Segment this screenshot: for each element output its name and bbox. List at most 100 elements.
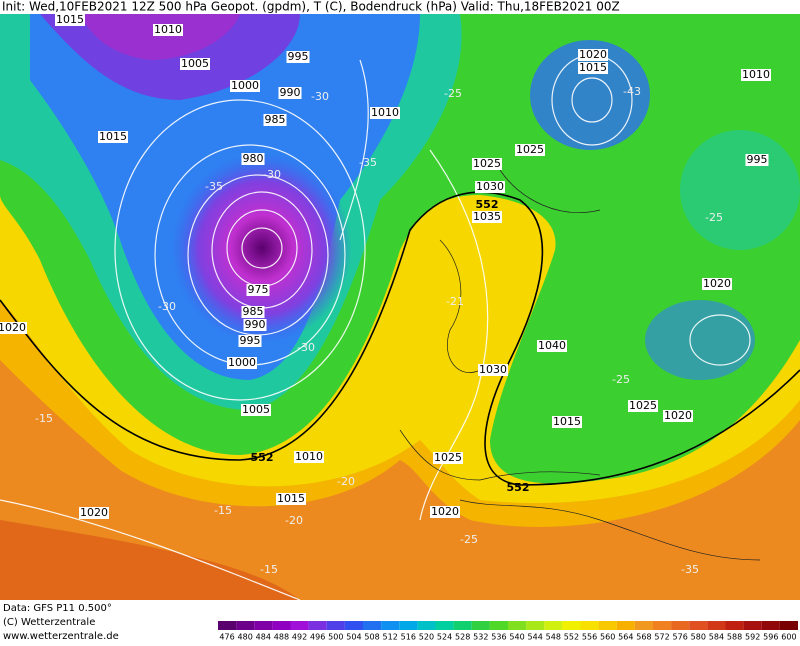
pressure-label: 1015 — [56, 13, 84, 26]
label-box — [243, 319, 267, 331]
label-box — [472, 158, 502, 170]
colorbar-swatch — [399, 621, 418, 630]
temperature-label: -20 — [337, 475, 355, 488]
temperature-label: -43 — [623, 85, 641, 98]
colorbar-swatch — [489, 621, 508, 630]
footer-copyright: (C) Wetterzentrale — [3, 617, 95, 628]
pressure-label: 1020 — [703, 277, 731, 290]
geopotential-label: 552 — [251, 451, 274, 464]
colorbar-label: 540 — [509, 633, 524, 642]
temperature-label: -25 — [444, 87, 462, 100]
label-box — [230, 80, 260, 92]
temperature-label: -25 — [705, 211, 723, 224]
colorbar-label: 504 — [346, 633, 361, 642]
colorbar-swatch — [544, 621, 563, 630]
map-area — [0, 14, 800, 600]
colorbar-label: 484 — [256, 633, 271, 642]
pressure-label: 1010 — [295, 450, 323, 463]
colorbar-label: 544 — [528, 633, 543, 642]
colorbar-label: 568 — [636, 633, 651, 642]
colorbar-label: 552 — [564, 633, 579, 642]
pressure-label: 1005 — [181, 57, 209, 70]
colorbar-swatch — [689, 621, 708, 630]
pressure-label: 1025 — [473, 157, 501, 170]
pressure-label: 1005 — [242, 403, 270, 416]
colorbar-swatch — [290, 621, 309, 630]
colorbar-swatch — [272, 621, 291, 630]
pressure-label: 1010 — [154, 23, 182, 36]
footer-data: Data: GFS P11 0.500° — [3, 603, 112, 614]
label-box — [246, 284, 270, 296]
temperature-label: -30 — [297, 341, 315, 354]
pressure-label: 1030 — [479, 363, 507, 376]
pressure-label: 995 — [288, 50, 309, 63]
pressure-label: 980 — [243, 152, 264, 165]
temperature-label: -15 — [214, 504, 232, 517]
colorbar-swatch — [671, 621, 690, 630]
temperature-label: -15 — [35, 412, 53, 425]
colorbar-swatch — [526, 621, 545, 630]
colorbar-swatch — [308, 621, 327, 630]
geopotential-label: 552 — [507, 481, 530, 494]
label-box — [238, 335, 262, 347]
label-box — [241, 404, 271, 416]
label-box — [430, 506, 460, 518]
colorbar-label: 520 — [419, 633, 434, 642]
pressure-label: 1000 — [228, 356, 256, 369]
colorbar-label: 532 — [473, 633, 488, 642]
temperature-label: -25 — [612, 373, 630, 386]
colorbar-swatch — [326, 621, 345, 630]
colorbar-swatch — [417, 621, 436, 630]
colorbar-label: 592 — [745, 633, 760, 642]
pressure-label: 1020 — [0, 321, 26, 334]
colorbar-label: 596 — [763, 633, 778, 642]
label-box — [180, 58, 210, 70]
colorbar-label: 588 — [727, 633, 742, 642]
colorbar-label: 584 — [709, 633, 724, 642]
colorbar-swatch — [435, 621, 454, 630]
pressure-label: 1010 — [742, 68, 770, 81]
colorbar-label: 572 — [654, 633, 669, 642]
colorbar-label: 508 — [364, 633, 379, 642]
colorbar-label: 576 — [673, 633, 688, 642]
label-box — [475, 181, 505, 193]
label-box — [515, 144, 545, 156]
label-box — [578, 49, 608, 61]
label-box — [628, 400, 658, 412]
colorbar-swatch — [580, 621, 599, 630]
label-box — [478, 364, 508, 376]
colorbar-swatch — [707, 621, 726, 630]
label-box — [663, 410, 693, 422]
pressure-label: 1000 — [231, 79, 259, 92]
colorbar-label: 560 — [600, 633, 615, 642]
label-box — [294, 451, 324, 463]
colorbar-swatch — [725, 621, 744, 630]
colorbar-swatch — [381, 621, 400, 630]
temperature-label: -20 — [285, 514, 303, 527]
colorbar-label: 528 — [455, 633, 470, 642]
label-box — [741, 69, 771, 81]
pressure-label: 975 — [248, 283, 269, 296]
pressure-label: 1020 — [664, 409, 692, 422]
label-box — [578, 62, 608, 74]
label-box — [241, 306, 265, 318]
colorbar-swatch — [761, 621, 780, 630]
colorbar-label: 480 — [238, 633, 253, 642]
pressure-label: 1015 — [553, 415, 581, 428]
pressure-label: 990 — [280, 86, 301, 99]
label-box — [276, 493, 306, 505]
colorbar-swatch — [562, 621, 581, 630]
geopotential-label: 552 — [476, 198, 499, 211]
pressure-label: 1020 — [80, 506, 108, 519]
temperature-label: -35 — [205, 180, 223, 193]
pressure-label: 1035 — [473, 210, 501, 223]
label-box — [79, 507, 109, 519]
label-box — [472, 211, 502, 223]
label-box — [153, 24, 183, 36]
label-box — [702, 278, 732, 290]
colorbar-label: 548 — [546, 633, 561, 642]
colorbar-swatch — [634, 621, 653, 630]
colorbar-swatch — [363, 621, 382, 630]
pressure-label: 995 — [747, 153, 768, 166]
